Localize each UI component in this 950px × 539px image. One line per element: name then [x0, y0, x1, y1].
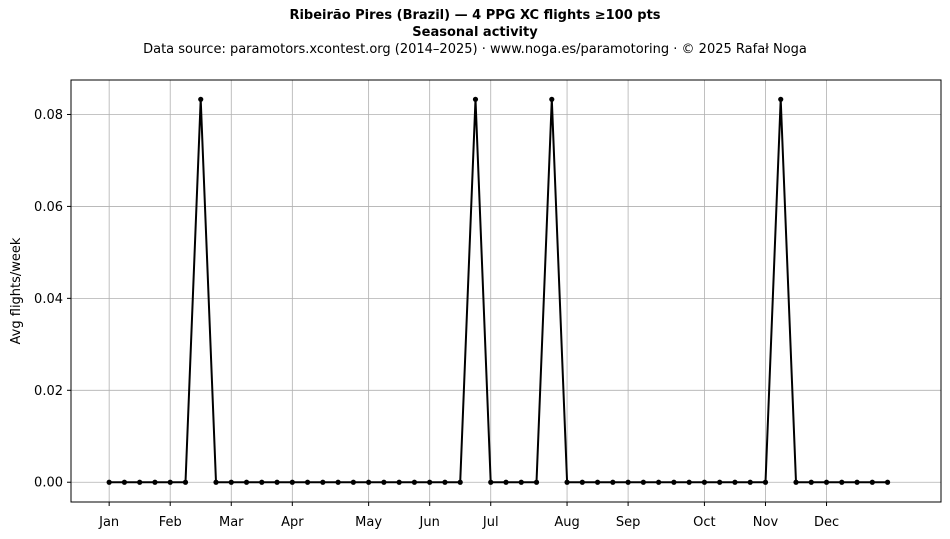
data-point: [472, 96, 479, 102]
data-point: [289, 479, 295, 485]
data-point: [823, 479, 830, 485]
y-tick-label: 0.08: [34, 108, 63, 123]
data-point: [808, 479, 814, 485]
data-point: [686, 479, 692, 485]
data-point: [579, 479, 585, 485]
data-point: [228, 479, 234, 485]
data-point: [656, 479, 662, 485]
data-point: [106, 479, 112, 485]
data-point: [198, 96, 204, 102]
data-point: [167, 479, 173, 485]
data-point: [762, 479, 769, 485]
x-tick-label: Oct: [693, 515, 715, 530]
data-point: [640, 479, 646, 485]
series-layer: [106, 96, 891, 485]
x-tick-label: May: [355, 515, 382, 530]
data-point: [427, 479, 433, 485]
data-point: [884, 479, 891, 485]
data-point: [304, 479, 311, 485]
data-point: [396, 479, 402, 485]
data-point: [503, 479, 509, 485]
data-point: [243, 479, 250, 485]
data-point: [152, 479, 158, 485]
data-point: [594, 479, 601, 485]
chart-title: Ribeirão Pires (Brazil) — 4 PPG XC fligh…: [289, 8, 661, 23]
data-point: [701, 479, 708, 485]
x-tick-label: Nov: [753, 515, 779, 530]
y-tick-label: 0.02: [34, 384, 63, 399]
data-point: [869, 479, 875, 485]
x-tick-label: Jun: [419, 515, 440, 530]
data-point: [442, 479, 448, 485]
plot-frame: [70, 79, 942, 503]
x-tick-label: Sep: [616, 515, 641, 530]
data-point: [778, 96, 784, 102]
data-point: [381, 479, 387, 485]
axis-ticks: Jan Feb Mar Apr May Jun Jul Aug Sep Oct Nov Dec 0.00…: [34, 108, 839, 530]
data-point: [518, 479, 524, 485]
data-point: [457, 479, 463, 485]
data-point: [213, 479, 219, 485]
data-point: [182, 479, 189, 485]
data-point: [274, 479, 280, 485]
data-point: [793, 479, 799, 485]
data-point: [564, 479, 570, 485]
data-source-line: Data source: paramotors.xcontest.org (20…: [143, 42, 807, 57]
x-tick-label: Dec: [814, 515, 839, 530]
data-point: [320, 479, 326, 485]
x-tick-label: Mar: [219, 515, 244, 530]
data-point: [488, 479, 494, 485]
x-tick-label: Feb: [159, 515, 182, 530]
data-point: [366, 479, 372, 485]
data-point: [671, 479, 677, 485]
data-point: [625, 479, 631, 485]
y-axis-label: Avg flights/week: [9, 237, 24, 344]
y-tick-label: 0.00: [34, 476, 63, 491]
chart-header: Ribeirão Pires (Brazil) — 4 PPG XC fligh…: [0, 8, 950, 58]
data-point: [747, 479, 753, 485]
data-point: [335, 479, 341, 485]
x-tick-label: Jan: [98, 515, 119, 530]
y-tick-label: 0.06: [34, 200, 63, 215]
data-point: [717, 479, 723, 485]
data-point: [259, 479, 265, 485]
data-point: [533, 479, 540, 485]
data-point: [350, 479, 356, 485]
series-line: [109, 98, 888, 484]
chart-subtitle: Seasonal activity: [412, 25, 538, 40]
data-point: [549, 96, 555, 102]
data-point: [610, 479, 616, 485]
x-tick-label: Jul: [482, 515, 499, 530]
data-point: [732, 479, 738, 485]
x-tick-label: Apr: [281, 515, 304, 530]
y-tick-label: 0.04: [34, 292, 63, 307]
data-point: [839, 479, 845, 485]
data-point: [137, 479, 143, 485]
data-point: [411, 479, 418, 485]
x-tick-label: Aug: [554, 515, 579, 530]
data-point: [854, 479, 860, 485]
data-point: [121, 479, 128, 485]
